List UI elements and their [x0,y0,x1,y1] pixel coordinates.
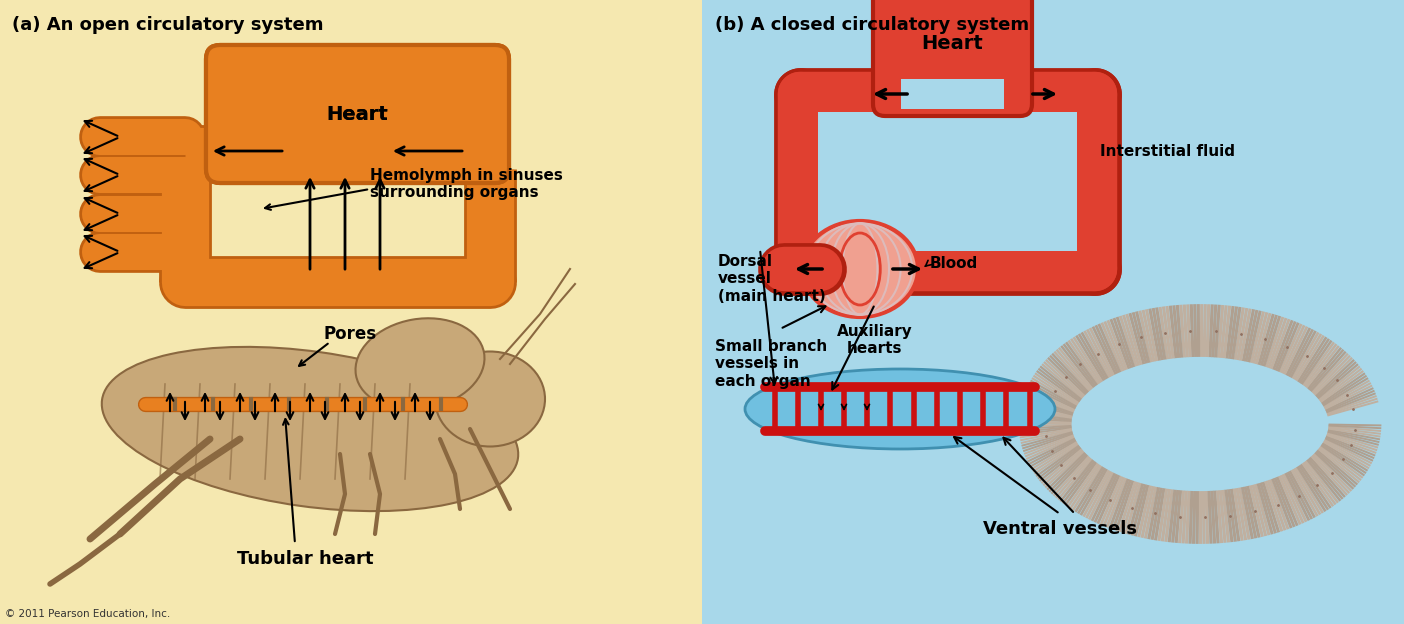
Text: Blood: Blood [929,256,979,271]
Text: Hemolymph in sinuses
surrounding organs: Hemolymph in sinuses surrounding organs [371,168,563,200]
Text: Ventral vessels: Ventral vessels [983,520,1137,538]
Ellipse shape [355,318,484,410]
Text: Tubular heart: Tubular heart [237,550,373,568]
Ellipse shape [435,351,545,447]
Ellipse shape [802,221,918,317]
Bar [0,0,702,624]
FancyBboxPatch shape [206,45,510,183]
Text: Dorsal
vessel
(main heart): Dorsal vessel (main heart) [717,254,826,304]
Bar [901,79,1004,109]
Text: Pores: Pores [323,325,376,343]
Text: Heart: Heart [327,104,389,124]
Text: Heart: Heart [327,104,389,124]
Bar [702,0,1404,624]
Text: (b) A closed circulatory system: (b) A closed circulatory system [715,16,1029,34]
Text: Small branch
vessels in
each organ: Small branch vessels in each organ [715,339,827,389]
Text: Auxiliary
hearts: Auxiliary hearts [837,324,913,356]
FancyBboxPatch shape [206,45,510,183]
Bar [819,112,1077,251]
Ellipse shape [101,347,518,511]
Text: (a) An open circulatory system: (a) An open circulatory system [13,16,323,34]
Text: Interstitial fluid: Interstitial fluid [1099,144,1236,159]
Text: Heart: Heart [921,34,983,53]
Ellipse shape [746,369,1054,449]
Text: © 2011 Pearson Education, Inc.: © 2011 Pearson Education, Inc. [6,609,170,619]
FancyBboxPatch shape [873,0,1032,116]
